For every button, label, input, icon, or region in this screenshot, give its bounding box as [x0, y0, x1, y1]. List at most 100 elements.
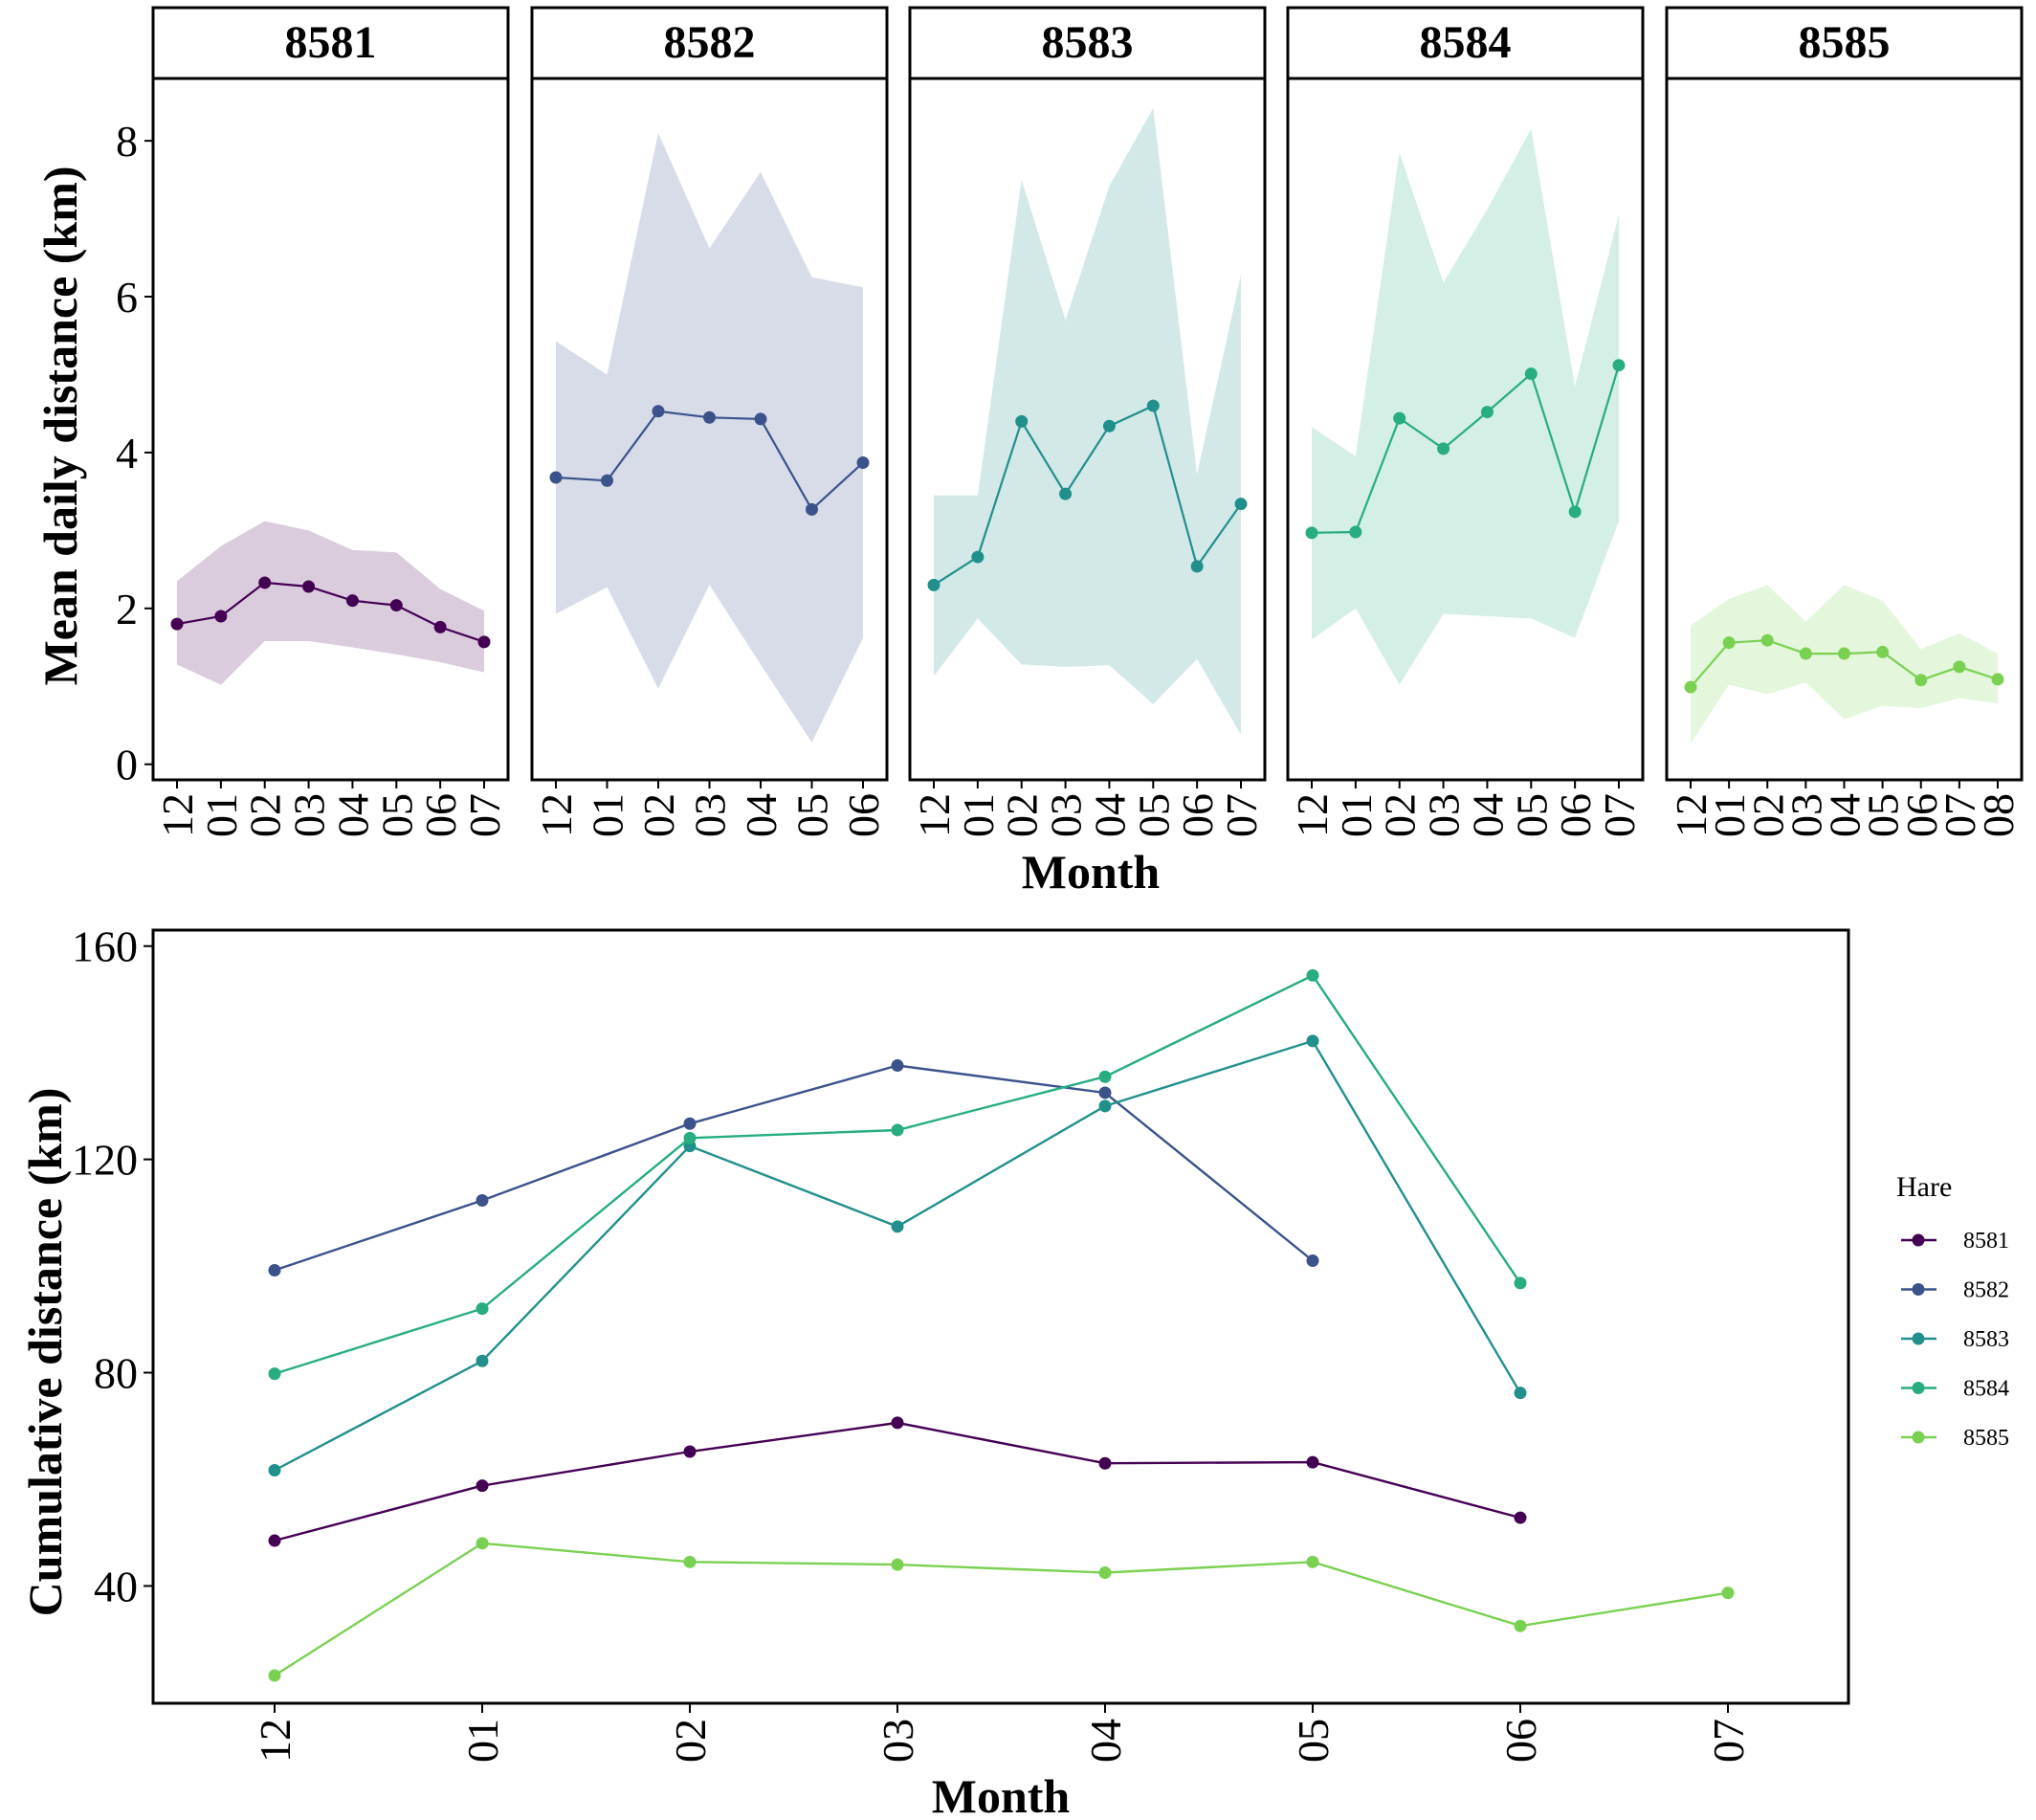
strip-8584	[1286, 6, 1645, 80]
x-tick-label: 02	[241, 793, 290, 837]
point-8585-04	[1098, 1565, 1112, 1579]
point-8582-06	[856, 456, 870, 470]
panel-8582: 8582 12 01 02 03 04 05 06	[530, 6, 889, 837]
panel-frame	[908, 77, 1267, 782]
point-8584-05	[1524, 367, 1538, 381]
legend-item-8583: 8583	[1901, 1327, 2009, 1352]
x-tick-label: 08	[1974, 793, 2023, 837]
strip-8585	[1665, 6, 2024, 80]
strip-label-8581: 8581	[285, 17, 377, 68]
point-8582-05	[1306, 1254, 1319, 1267]
point-8583-04	[1102, 419, 1116, 433]
x-tick-label: 04	[1081, 1719, 1130, 1763]
legend-item-8585: 8585	[1901, 1426, 2009, 1451]
point-8581-05	[1306, 1455, 1319, 1469]
line-8581	[176, 581, 485, 643]
x-tick-label: 12	[910, 793, 959, 837]
y-tick-label: 2	[116, 585, 138, 633]
legend-item-8584: 8584	[1901, 1377, 2009, 1402]
legend: Hare 8581 8582 8583 8584 8585	[1896, 1171, 2009, 1451]
y-tick-label: 8	[116, 117, 138, 166]
point-8584-04	[1098, 1070, 1112, 1083]
x-tick-label: 03	[1420, 793, 1469, 837]
x-tick-label: 12	[532, 793, 581, 837]
point-8581-05	[389, 599, 403, 612]
y-tick-label: 0	[116, 741, 138, 789]
x-tick-label: 05	[1859, 793, 1908, 837]
legend-label: 8585	[1963, 1426, 2009, 1451]
x-tick-label: 07	[1704, 1719, 1753, 1763]
top-x-axis-title: Month	[1022, 845, 1161, 899]
x-tick-label: 01	[1332, 793, 1381, 837]
line-8585	[274, 1542, 1729, 1677]
ribbon-8581	[177, 521, 484, 685]
panel-frame	[530, 77, 889, 782]
legend-label: 8583	[1963, 1327, 2009, 1352]
x-tick-label: 02	[634, 793, 683, 837]
point-8583-12	[268, 1463, 281, 1476]
point-8581-04	[345, 594, 359, 608]
point-8581-02	[683, 1445, 697, 1458]
point-8581-04	[1098, 1456, 1112, 1470]
y-tick-label: 40	[94, 1562, 138, 1610]
point-8585-01	[476, 1537, 489, 1550]
point-8584-02	[1393, 411, 1406, 425]
point-8583-01	[476, 1354, 489, 1367]
point-8581-07	[477, 635, 491, 649]
y-tick-label: 120	[72, 1136, 138, 1185]
point-8583-06	[1514, 1387, 1527, 1400]
point-8582-12	[549, 471, 563, 484]
point-8581-02	[258, 576, 272, 589]
series-8582	[268, 1059, 1319, 1277]
x-tick-label: 03	[1042, 793, 1091, 837]
point-8583-05	[1146, 399, 1160, 412]
top-y-axis-title: Mean daily distance (km)	[33, 166, 87, 685]
point-8581-12	[268, 1534, 281, 1547]
x-tick-label: 03	[285, 793, 334, 837]
legend-item-8581: 8581	[1901, 1229, 2009, 1254]
x-tick-label: 03	[1782, 793, 1830, 837]
point-8583-12	[927, 578, 941, 591]
point-8585-05	[1876, 645, 1890, 658]
x-tick-label: 01	[954, 793, 1003, 837]
point-8582-03	[891, 1059, 904, 1073]
legend-item-8582: 8582	[1901, 1278, 2009, 1303]
legend-label: 8584	[1963, 1377, 2009, 1402]
point-8582-02	[652, 405, 665, 418]
x-tick-label: 01	[1705, 793, 1754, 837]
point-8582-03	[703, 411, 716, 424]
point-8582-12	[268, 1264, 281, 1277]
line-8584	[1311, 365, 1621, 534]
legend-label: 8582	[1963, 1278, 2009, 1303]
point-8583-03	[1059, 487, 1073, 500]
ribbon-8583	[934, 107, 1241, 735]
x-tick-label: 03	[874, 1719, 922, 1763]
line-8582	[274, 1064, 1314, 1272]
legend-key-point	[1912, 1233, 1925, 1247]
ribbon-8582	[556, 133, 863, 743]
ribbon-8585	[1691, 585, 1998, 744]
x-tick-label: 02	[666, 1719, 715, 1763]
point-8582-04	[754, 412, 767, 426]
x-tick-label: 06	[1173, 793, 1222, 837]
point-8583-03	[891, 1220, 904, 1233]
point-8582-04	[1098, 1086, 1112, 1099]
strip-label-8584: 8584	[1420, 17, 1512, 68]
point-8585-02	[683, 1555, 697, 1568]
point-8581-06	[433, 620, 447, 633]
point-8585-03	[891, 1558, 904, 1571]
x-tick-label: 06	[1496, 1719, 1545, 1763]
x-tick-label: 02	[998, 793, 1047, 837]
point-8584-06	[1514, 1276, 1527, 1290]
line-8583	[933, 404, 1242, 587]
strip-8581	[151, 6, 510, 80]
point-8584-04	[1480, 406, 1494, 419]
point-8582-05	[806, 502, 818, 516]
y-tick-label: 160	[72, 922, 138, 971]
series-8584	[268, 968, 1527, 1381]
